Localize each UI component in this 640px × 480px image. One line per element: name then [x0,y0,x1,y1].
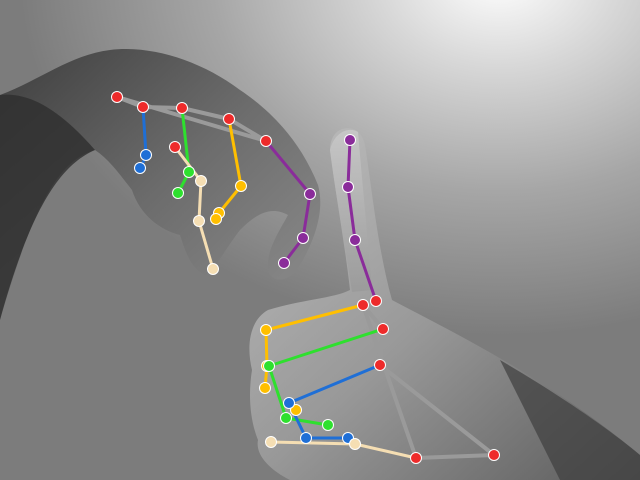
lower-hand-joint_base-joint [488,449,500,461]
upper-hand-joint_base-joint [111,91,123,103]
upper-hand-pinky-joint [297,232,309,244]
upper-hand-photo [0,49,321,321]
lower-hand-joint_base-joint [370,295,382,307]
lower-hand-thumb-joint [265,436,277,448]
upper-hand-joint_base-joint [137,101,149,113]
lower-hand-index-bone [263,303,365,390]
upper-hand-thumb-joint [207,263,219,275]
lower-hand-pinky-joint [349,234,361,246]
upper-hand-joint_base-joint [260,135,272,147]
lower-hand-middle-joint [322,419,334,431]
upper-hand-pinky-bone [264,139,312,265]
upper-hand-index-joint [235,180,247,192]
lower-hand-index-joint [260,324,272,336]
lower-hand-joint_base-joint [377,323,389,335]
lower-hand-ring-joint [300,432,312,444]
upper-hand-middle-joint [172,187,184,199]
upper-hand-pinky-joint [278,257,290,269]
upper-hand-pinky-joint [304,188,316,200]
upper-hand-thumb-joint [193,215,205,227]
lower-hand-middle-bone [267,327,385,427]
lower-hand-ring-bone [287,363,382,440]
upper-hand-thumb-joint [195,175,207,187]
upper-hand-middle-joint [183,166,195,178]
upper-hand-ring-joint [134,162,146,174]
lower-hand-index-joint [290,404,302,416]
lower-hand-middle-joint [263,360,275,372]
upper-hand-thumb-bone [173,145,215,271]
upper-hand-joint_base-joint [176,102,188,114]
lower-hand-middle-joint [280,412,292,424]
lower-hand-joint_base-joint [374,359,386,371]
lower-hand-joint_base-joint [410,452,422,464]
upper-hand-joint_base-joint [169,141,181,153]
lower-hand-pinky-bone [346,138,378,303]
lower-hand-ring-joint [283,397,295,409]
lower-hand-thumb-joint [349,438,361,450]
lower-hand-pinky-joint [344,134,356,146]
upper-hand-ring-joint [140,149,152,161]
lower-hand-joint_base-joint [357,299,369,311]
lower-hand-index-joint [259,382,271,394]
upper-hand-joint_base-joint [223,113,235,125]
lower-hand-pinky-joint [342,181,354,193]
skeleton-joints [111,91,500,464]
upper-hand-index-joint [210,213,222,225]
